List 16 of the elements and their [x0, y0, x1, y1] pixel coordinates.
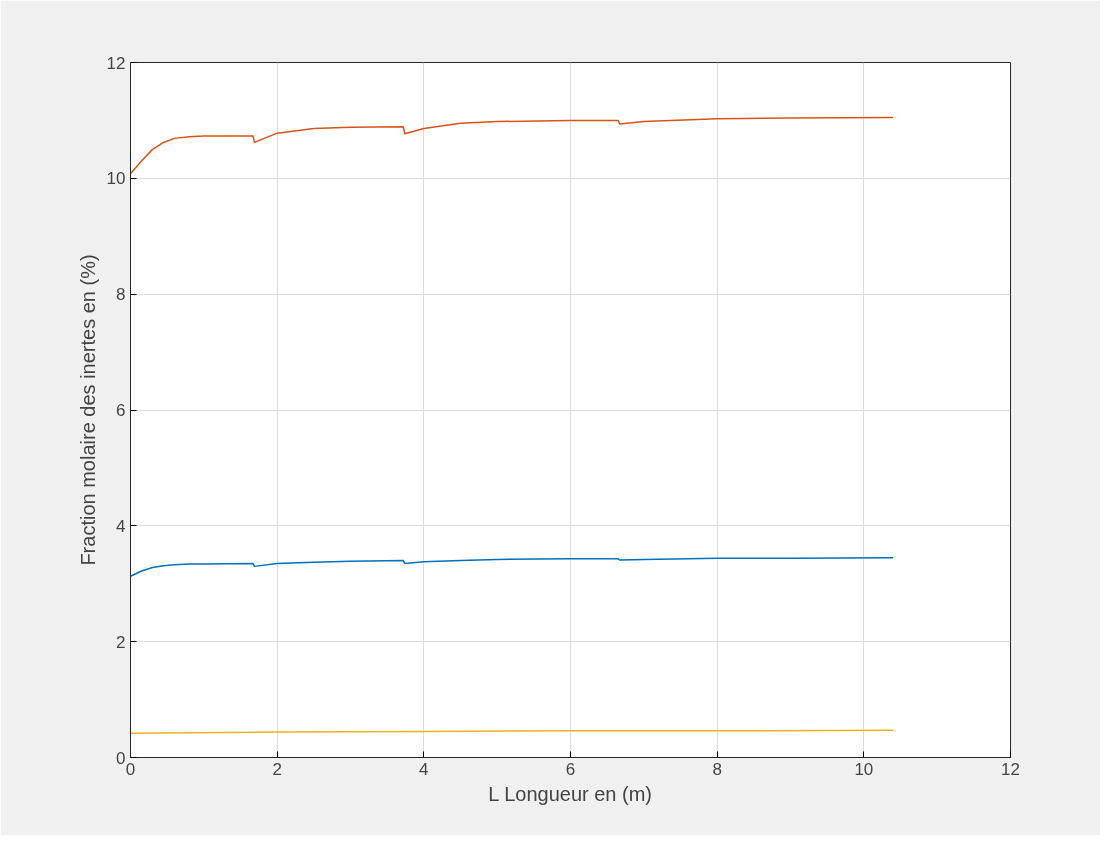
x-tick-label: 12: [1001, 759, 1020, 779]
y-axis-title: Fraction molaire des inertes en (%): [76, 254, 99, 566]
x-tick-label: 2: [272, 759, 282, 779]
y-tick-label: 10: [106, 169, 126, 189]
x-tick-label: 10: [854, 759, 874, 779]
y-tick-label: 6: [116, 401, 126, 420]
y-tick-label: 8: [116, 285, 126, 305]
y-tick-label: 12: [106, 53, 126, 73]
x-tick-label: 8: [712, 759, 722, 779]
y-tick-label: 2: [116, 632, 126, 652]
line-series: [130, 116, 894, 175]
x-tick-label: 4: [419, 759, 429, 779]
y-tick-label: 4: [116, 516, 126, 536]
x-axis-title: L Longueur en (m): [488, 782, 653, 805]
line-series: [130, 556, 894, 577]
x-tick-label: 6: [565, 759, 576, 779]
